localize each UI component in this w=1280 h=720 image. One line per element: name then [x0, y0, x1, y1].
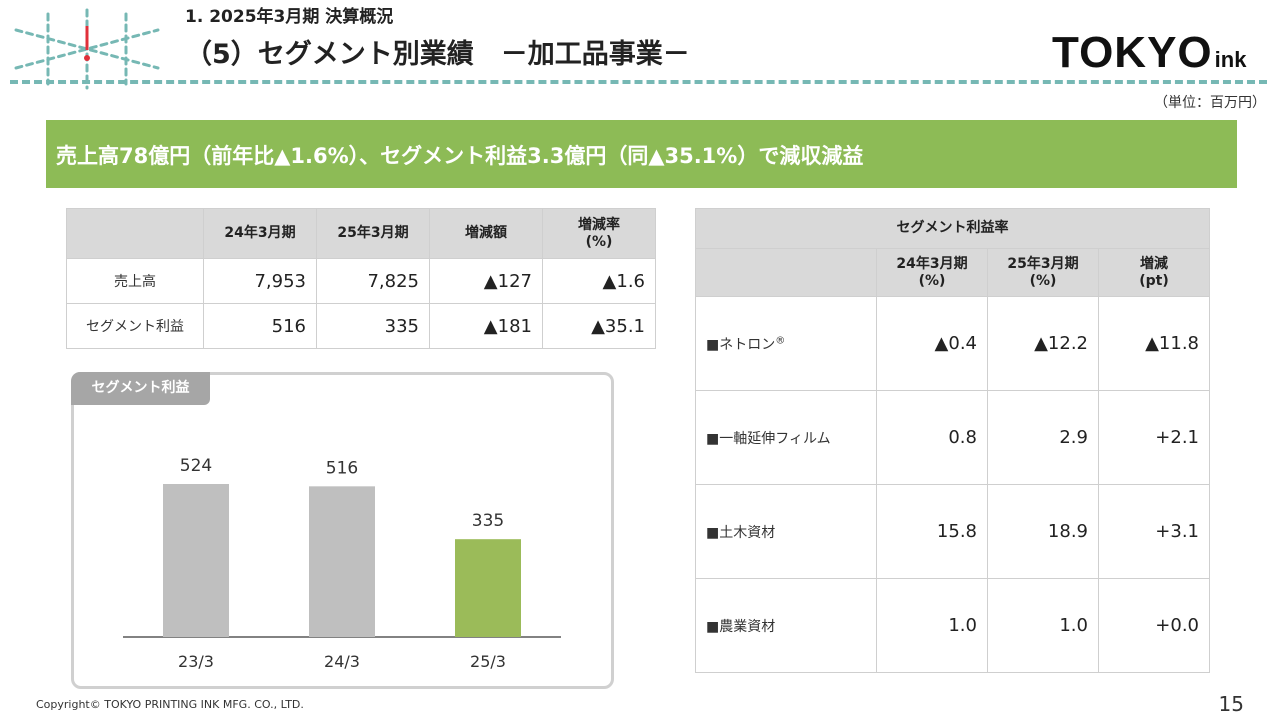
row-label: ■一軸延伸フィルム	[695, 390, 877, 485]
table-cell: 2.9	[987, 390, 1099, 485]
bar-value-label: 524	[180, 456, 212, 476]
table-cell: +3.1	[1098, 484, 1210, 579]
bar-value-label: 335	[472, 511, 504, 531]
table-row: ■農業資材 1.0 1.0 +0.0	[695, 578, 1210, 673]
snowflake-logo-icon	[14, 8, 160, 90]
x-tick-label: 25/3	[470, 652, 506, 671]
table-cell: 0.8	[876, 390, 988, 485]
table-cell: +2.1	[1098, 390, 1210, 485]
table-cell: +0.0	[1098, 578, 1210, 673]
copyright-text: Copyright© TOKYO PRINTING INK MFG. CO., …	[36, 698, 304, 711]
table-cell: ▲1.6	[542, 258, 656, 304]
table-header-cell: 増減額	[429, 208, 543, 259]
summary-banner-text: 売上高78億円（前年比▲1.6%）、セグメント利益3.3億円（同▲35.1%）で…	[56, 144, 864, 168]
bar-value-label: 516	[326, 458, 358, 478]
table-cell: 15.8	[876, 484, 988, 579]
table-header-cell: 増減 (pt)	[1098, 248, 1210, 297]
row-label-text: ■ネトロン	[706, 336, 776, 353]
table-row: セグメント利益 516 335 ▲181 ▲35.1	[66, 303, 656, 349]
table-cell: ▲35.1	[542, 303, 656, 349]
row-label: ■農業資材	[695, 578, 877, 673]
margin-table: セグメント利益率 24年3月期 (%) 25年3月期 (%) 増減 (pt) ■…	[695, 208, 1210, 673]
table-header-cell	[695, 248, 877, 297]
table-row: 売上高 7,953 7,825 ▲127 ▲1.6	[66, 258, 656, 304]
bar-25-3	[455, 539, 521, 637]
segment-profit-chart: 524 23/3 516 24/3 335 25/3	[123, 456, 561, 671]
page-number: 15	[1218, 692, 1244, 716]
table-header-cell: 24年3月期	[203, 208, 317, 259]
table-header-cell: 増減率 (%)	[542, 208, 656, 259]
table-header-cell: 25年3月期 (%)	[987, 248, 1099, 297]
bar-23-3	[163, 484, 229, 637]
table-cell: ▲12.2	[987, 296, 1099, 391]
brand-logo-sub: ink	[1214, 47, 1247, 72]
margin-table-caption: セグメント利益率	[695, 208, 1210, 249]
table-header-row: 24年3月期 (%) 25年3月期 (%) 増減 (pt)	[695, 248, 1210, 297]
unit-note: （単位：百万円）	[1154, 95, 1266, 111]
x-tick-label: 23/3	[178, 652, 214, 671]
table-cell: ▲11.8	[1098, 296, 1210, 391]
table-cell: 335	[316, 303, 430, 349]
table-cell: 7,825	[316, 258, 430, 304]
table-cell: 516	[203, 303, 317, 349]
row-label: セグメント利益	[66, 303, 204, 349]
summary-table: 24年3月期 25年3月期 増減額 増減率 (%) 売上高 7,953 7,82…	[66, 208, 656, 349]
table-header-cell: 24年3月期 (%)	[876, 248, 988, 297]
table-cell: ▲181	[429, 303, 543, 349]
bar-24-3	[309, 486, 375, 637]
table-cell: 1.0	[876, 578, 988, 673]
row-label: 売上高	[66, 258, 204, 304]
summary-banner: 売上高78億円（前年比▲1.6%）、セグメント利益3.3億円（同▲35.1%）で…	[46, 120, 1237, 188]
table-cell: 7,953	[203, 258, 317, 304]
registered-mark: ®	[775, 334, 786, 346]
header-divider	[10, 80, 1267, 84]
x-tick-label: 24/3	[324, 652, 360, 671]
table-cell: ▲0.4	[876, 296, 988, 391]
table-row: ■土木資材 15.8 18.9 +3.1	[695, 484, 1210, 579]
table-header-cell	[66, 208, 204, 259]
table-row: ■ネトロン® ▲0.4 ▲12.2 ▲11.8	[695, 296, 1210, 391]
table-header-cell: 25年3月期	[316, 208, 430, 259]
row-label: ■ネトロン®	[695, 296, 877, 391]
section-subtitle: 1. 2025年3月期 決算概況	[185, 7, 394, 27]
table-cell: 18.9	[987, 484, 1099, 579]
table-cell: ▲127	[429, 258, 543, 304]
brand-logo: TOKYOink	[1052, 28, 1246, 78]
row-label: ■土木資材	[695, 484, 877, 579]
table-cell: 1.0	[987, 578, 1099, 673]
table-caption-row: セグメント利益率	[695, 208, 1210, 249]
table-header-row: 24年3月期 25年3月期 増減額 増減率 (%)	[66, 208, 656, 259]
chart-title-tab: セグメント利益	[71, 372, 210, 405]
table-row: ■一軸延伸フィルム 0.8 2.9 +2.1	[695, 390, 1210, 485]
page-title: （5）セグメント別業績 －加工品事業－	[185, 39, 690, 70]
brand-logo-main: TOKYO	[1052, 28, 1213, 77]
